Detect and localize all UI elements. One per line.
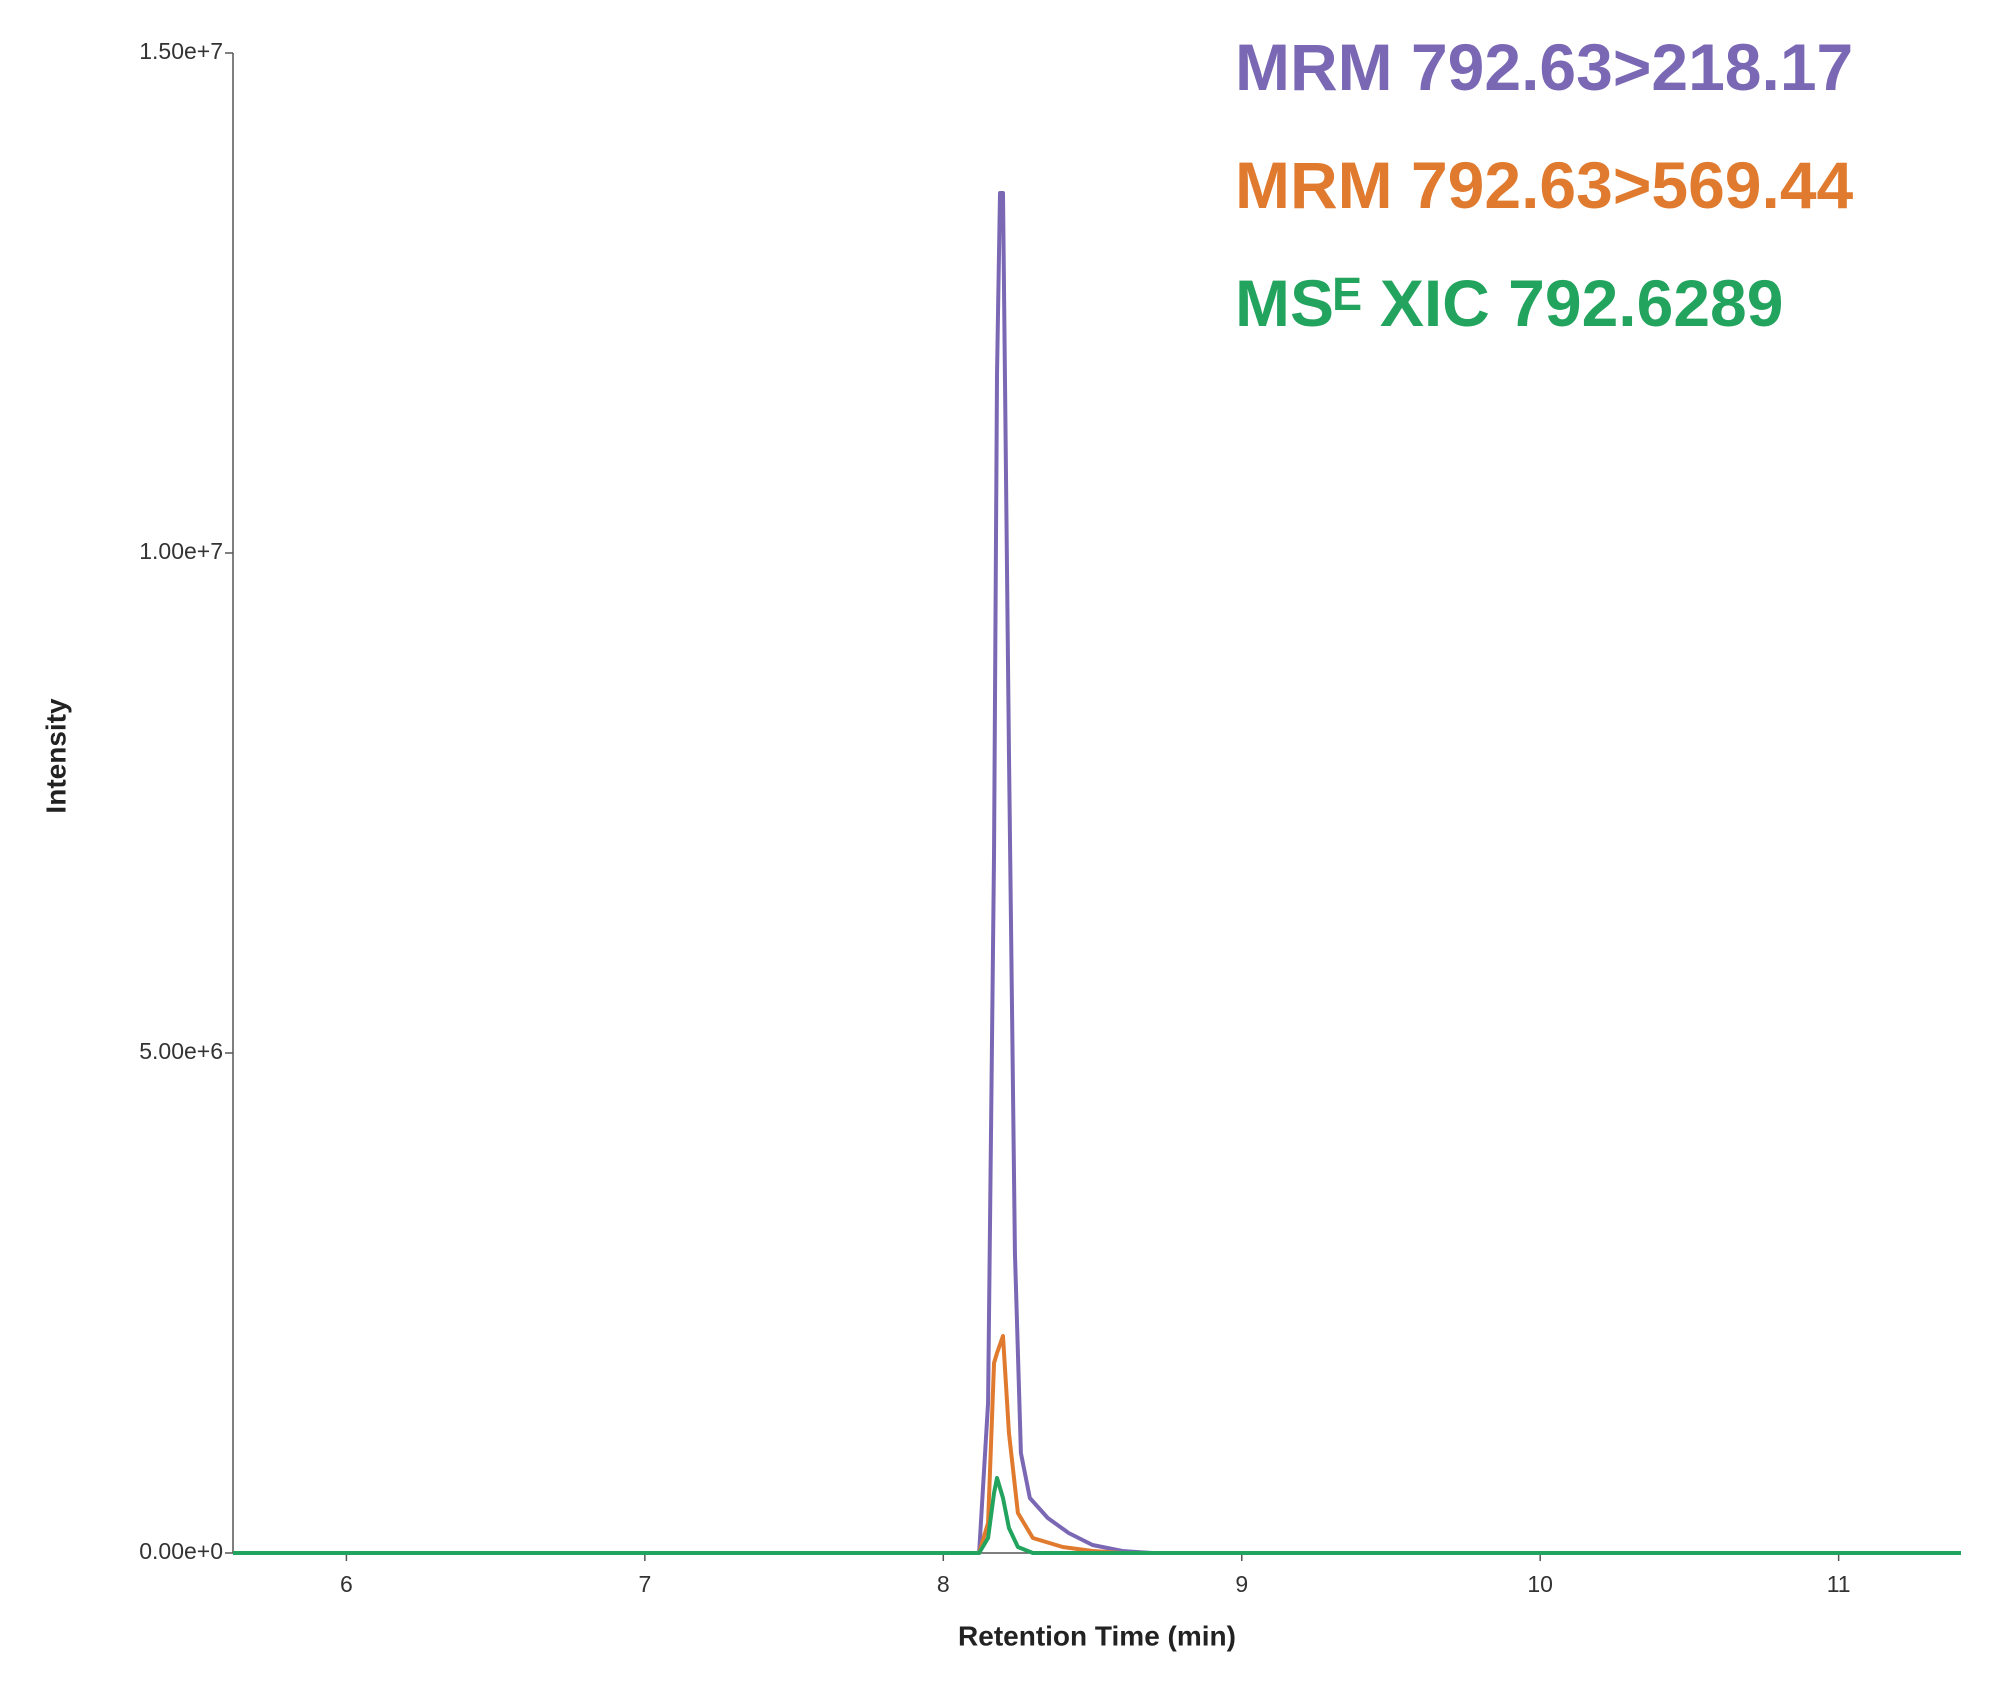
legend-entry: MSᴱ XIC 792.6289 [1235,266,1783,340]
x-tick-label: 6 [340,1571,353,1597]
x-axis-title: Retention Time (min) [958,1620,1236,1651]
y-tick-label: 1.00e+7 [139,538,223,564]
y-axis-title: Intensity [40,698,71,814]
series-line [233,1334,1961,1555]
legend-entry: MRM 792.63>218.17 [1235,30,1853,104]
x-tick-label: 8 [937,1571,950,1597]
legend-entry: MRM 792.63>569.44 [1235,148,1854,222]
x-tick-label: 11 [1827,1571,1851,1597]
y-tick-label: 0.00e+0 [139,1538,223,1564]
series-line [794,191,1242,1555]
series-line [233,1476,1961,1555]
x-tick-label: 10 [1527,1571,1553,1597]
x-tick-label: 7 [638,1571,651,1597]
y-tick-label: 1.50e+7 [139,38,223,64]
x-tick-label: 9 [1235,1571,1248,1597]
y-tick-label: 5.00e+6 [139,1038,223,1064]
